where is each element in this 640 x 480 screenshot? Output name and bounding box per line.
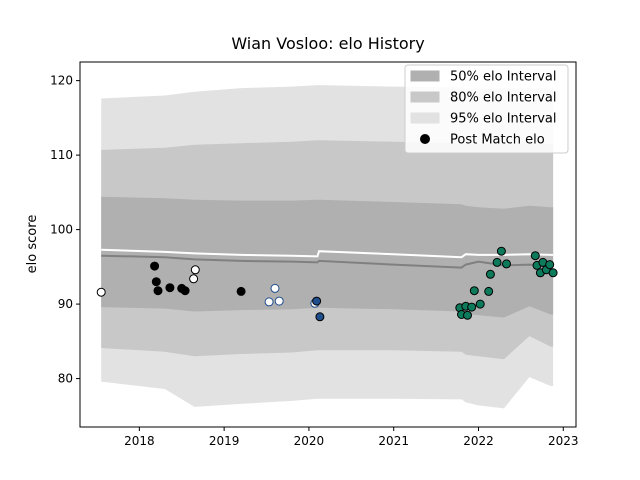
data-point [475, 299, 485, 309]
data-point [548, 268, 558, 278]
chart-title: Wian Vosloo: elo History [231, 34, 424, 53]
x-tick-label: 2019 [209, 434, 240, 448]
data-point [467, 302, 477, 312]
axes-frame [79, 61, 577, 428]
x-tick-label: 2023 [548, 434, 579, 448]
data-point [96, 287, 106, 297]
y-axis-label: elo score [25, 215, 40, 274]
data-point [180, 286, 190, 296]
legend-label: 50% elo Interval [450, 70, 557, 85]
y-tick-label: 100 [50, 223, 73, 237]
axes: 2018 2019 2020 2021 2022 2023 80 90 100 110 120 [50, 61, 579, 448]
legend-marker [420, 134, 430, 144]
legend-swatch [410, 70, 440, 82]
data-point [264, 297, 274, 307]
x-tick-label: 2022 [463, 434, 494, 448]
data-point [502, 259, 511, 269]
data-point [312, 296, 322, 306]
data-point [463, 310, 472, 320]
y-tick-label: 120 [50, 74, 73, 88]
upper-line [101, 248, 554, 259]
legend-label: 95% elo Interval [450, 112, 557, 127]
data-point [274, 296, 284, 306]
plot-area [96, 85, 558, 409]
data-point [530, 251, 540, 261]
data-point [165, 283, 175, 293]
y-tick-label: 80 [58, 372, 73, 386]
x-tick-label: 2020 [294, 434, 325, 448]
y-tick-label: 110 [50, 148, 73, 162]
band-50 [101, 196, 554, 318]
data-point [189, 274, 199, 284]
x-tick-label: 2021 [378, 434, 409, 448]
legend-swatch [410, 91, 440, 103]
data-point [236, 286, 246, 296]
data-point [545, 260, 555, 270]
data-point [151, 277, 161, 287]
legend-label: 80% elo Interval [450, 91, 557, 106]
data-point [485, 269, 495, 279]
data-point [315, 312, 325, 322]
data-point [153, 286, 163, 296]
data-point [150, 261, 160, 271]
data-point [469, 286, 479, 296]
mean-line [101, 254, 554, 269]
data-point [270, 283, 280, 293]
data-point [190, 265, 200, 275]
legend-swatch [410, 112, 440, 124]
legend: 50% elo Interval 80% elo Interval 95% elo … [404, 64, 569, 154]
data-point [496, 246, 506, 256]
y-tick-label: 90 [58, 297, 73, 311]
data-point [492, 257, 502, 267]
x-tick-label: 2018 [124, 434, 155, 448]
data-point [484, 286, 494, 296]
legend-label: Post Match elo [450, 133, 545, 148]
legend-box [404, 64, 569, 154]
